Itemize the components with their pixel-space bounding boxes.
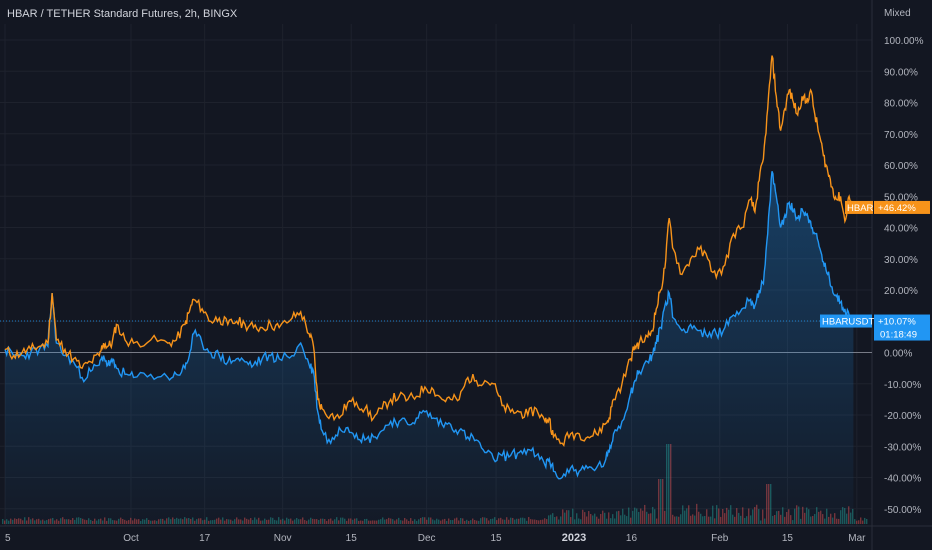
x-tick-label: Nov — [274, 533, 292, 544]
hbarusdt-name-label: HBARUSDT — [822, 317, 874, 328]
bar-countdown: 01:18:49 — [880, 330, 917, 341]
y-tick-label: 70.00% — [884, 130, 918, 141]
x-tick-label: 2023 — [562, 532, 586, 544]
series-hbarusdt-line — [4, 171, 855, 480]
y-tick-label: -50.00% — [884, 505, 921, 516]
hbarusdt-value-badge: HBARUSDT +10.07% 01:18:49 — [820, 314, 930, 341]
price-axis[interactable]: 100.00% 90.00% 80.00% 70.00% 60.00% 50.00% 40.… — [884, 36, 924, 516]
x-tick-label: 15 — [490, 533, 502, 544]
hbar-last-value: +46.42% — [878, 203, 916, 214]
y-tick-label: 80.00% — [884, 99, 918, 110]
x-tick-label: 15 — [346, 533, 358, 544]
volume-bar — [854, 519, 856, 524]
y-tick-label: -20.00% — [884, 411, 921, 422]
volume-bar — [860, 517, 862, 524]
time-axis[interactable]: 5 Oct 17 Nov 15 Dec 15 2023 16 Feb 15 Mar — [5, 532, 866, 544]
series-hbarusdt-area — [5, 171, 854, 527]
x-tick-label: 16 — [626, 533, 638, 544]
y-tick-label: -30.00% — [884, 442, 921, 453]
hbar-value-badge: HBAR +46.42% — [845, 200, 930, 214]
hbarusdt-name-tag — [820, 314, 872, 328]
volume-bar — [862, 520, 864, 524]
y-tick-label: 30.00% — [884, 255, 918, 266]
x-tick-label: Mar — [848, 533, 866, 544]
x-tick-label: Oct — [123, 533, 139, 544]
x-tick-label: 5 — [5, 533, 11, 544]
hbarusdt-last-value-tag — [874, 314, 930, 341]
series-hbar-line — [4, 55, 855, 447]
y-tick-label: 0.00% — [884, 349, 912, 360]
y-tick-label: 90.00% — [884, 67, 918, 78]
y-tick-label: 60.00% — [884, 161, 918, 172]
chart-title: HBAR / TETHER Standard Futures, 2h, BING… — [7, 8, 238, 20]
volume-bar — [858, 520, 860, 524]
volume-bar — [866, 519, 868, 524]
hbar-name-label: HBAR — [847, 203, 874, 214]
hbar-last-value-tag — [874, 200, 930, 214]
hbar-name-tag — [845, 200, 873, 214]
y-tick-label: -40.00% — [884, 474, 921, 485]
x-tick-label: 17 — [199, 533, 211, 544]
scale-mode-label[interactable]: Mixed — [884, 8, 911, 19]
x-tick-label: 15 — [782, 533, 794, 544]
y-tick-label: -10.00% — [884, 380, 921, 391]
hbarusdt-last-value: +10.07% — [878, 317, 916, 328]
y-tick-label: 40.00% — [884, 224, 918, 235]
volume-bar — [2, 519, 4, 524]
y-tick-label: 20.00% — [884, 286, 918, 297]
x-tick-label: Dec — [418, 533, 436, 544]
y-tick-label: 100.00% — [884, 36, 924, 47]
volume-bar — [4, 520, 6, 524]
volume-bar — [856, 520, 858, 524]
x-tick-label: Feb — [711, 533, 729, 544]
volume-bar — [864, 517, 866, 524]
y-tick-label: 50.00% — [884, 192, 918, 203]
